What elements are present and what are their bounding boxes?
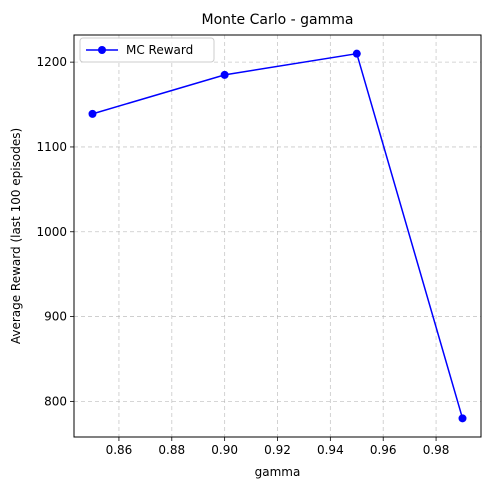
y-tick-label: 1000 bbox=[36, 225, 67, 239]
series-line bbox=[92, 52, 464, 419]
x-ticks: 0.86 0.88 0.90 0.92 0.94 0.96 0.98 bbox=[106, 437, 450, 457]
grid bbox=[74, 35, 481, 437]
legend: MC Reward bbox=[79, 37, 215, 63]
x-tick-label: 0.96 bbox=[370, 443, 397, 457]
data-point bbox=[352, 49, 361, 58]
y-ticks: 800 900 1000 1100 1200 bbox=[36, 55, 74, 408]
legend-label: MC Reward bbox=[126, 43, 193, 57]
y-tick-label: 1200 bbox=[36, 55, 67, 69]
x-axis-label: gamma bbox=[255, 465, 301, 479]
y-axis-label: Average Reward (last 100 episodes) bbox=[9, 128, 23, 344]
data-point bbox=[458, 414, 467, 423]
plot-lines bbox=[92, 52, 464, 419]
data-point bbox=[88, 109, 97, 118]
x-tick-label: 0.94 bbox=[317, 443, 344, 457]
x-tick-label: 0.90 bbox=[211, 443, 238, 457]
x-tick-label: 0.88 bbox=[158, 443, 185, 457]
chart-title: Monte Carlo - gamma bbox=[202, 12, 354, 28]
legend-box bbox=[79, 37, 215, 63]
x-tick-label: 0.86 bbox=[106, 443, 133, 457]
legend-marker-swatch bbox=[98, 46, 106, 54]
x-tick-label: 0.98 bbox=[423, 443, 450, 457]
plot-markers bbox=[88, 49, 467, 423]
x-tick-label: 0.92 bbox=[264, 443, 291, 457]
y-tick-label: 900 bbox=[44, 310, 67, 324]
data-point bbox=[220, 70, 229, 79]
y-tick-label: 800 bbox=[44, 394, 67, 408]
y-tick-label: 1100 bbox=[36, 140, 67, 154]
